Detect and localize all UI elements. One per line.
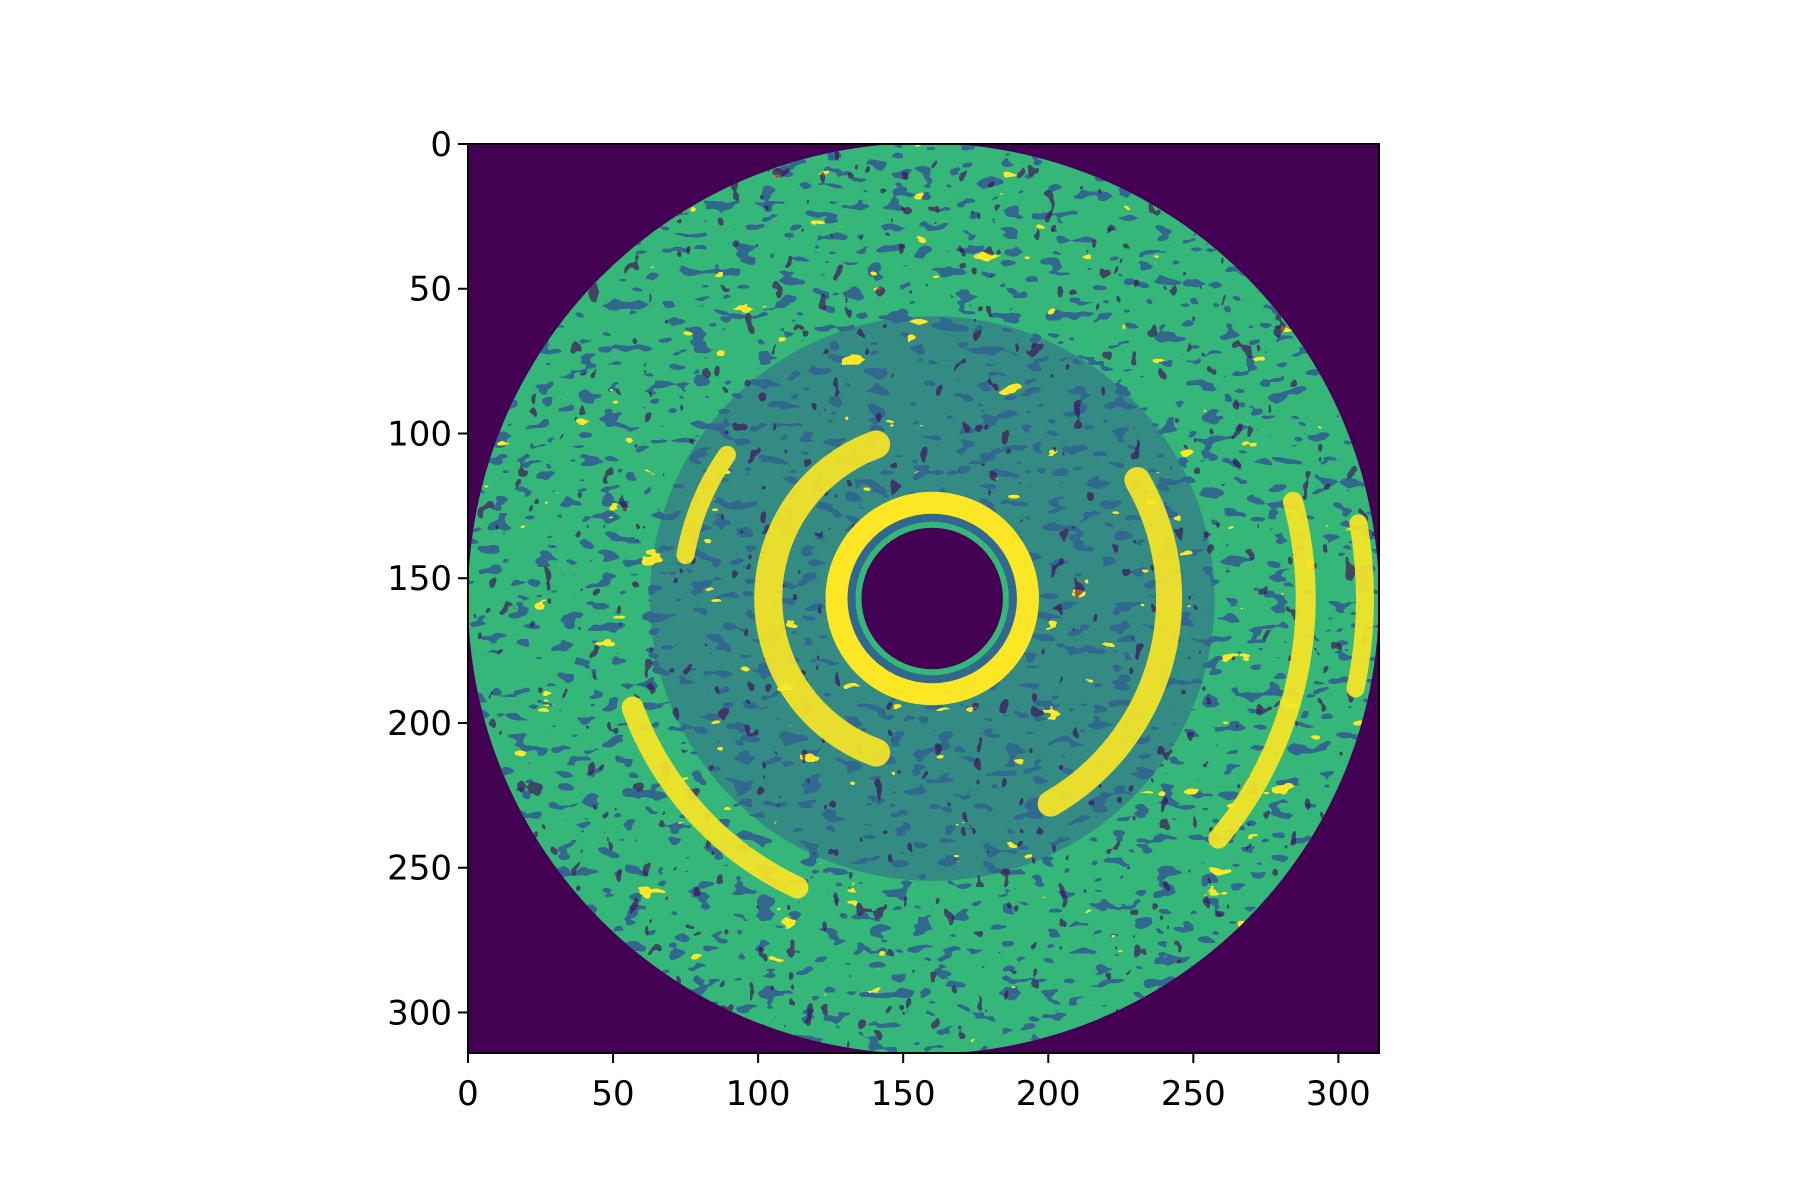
bright-band-4 <box>676 445 736 564</box>
heatmap-image <box>468 144 1379 1053</box>
lumen-center-level-0 <box>861 527 1003 670</box>
bright-band-0 <box>754 430 891 767</box>
x-tick-label: 150 <box>871 1074 936 1114</box>
bright-band-1 <box>1037 467 1183 817</box>
y-tick-label: 200 <box>387 704 452 744</box>
plot-frame <box>467 143 1380 1054</box>
x-tick-label: 100 <box>726 1074 791 1114</box>
y-tick-label: 0 <box>430 125 452 165</box>
x-axis: 0 50 100 150 200 250 300 <box>457 1053 1371 1114</box>
x-tick-label: 0 <box>457 1074 479 1114</box>
y-tick-label: 300 <box>387 993 452 1033</box>
x-tick-label: 50 <box>591 1074 634 1114</box>
y-tick-label: 50 <box>409 270 452 310</box>
y-tick-label: 250 <box>387 849 452 889</box>
x-tick-label: 200 <box>1016 1074 1081 1114</box>
y-axis: 0 50 100 150 200 250 300 <box>387 125 468 1033</box>
bright-band-3 <box>1208 491 1316 849</box>
x-tick-label: 250 <box>1161 1074 1226 1114</box>
bright-band-2 <box>621 696 809 899</box>
y-tick-label: 100 <box>387 414 452 454</box>
bright-band-5 <box>1346 514 1374 698</box>
x-tick-label: 300 <box>1306 1074 1371 1114</box>
y-tick-label: 150 <box>387 559 452 599</box>
